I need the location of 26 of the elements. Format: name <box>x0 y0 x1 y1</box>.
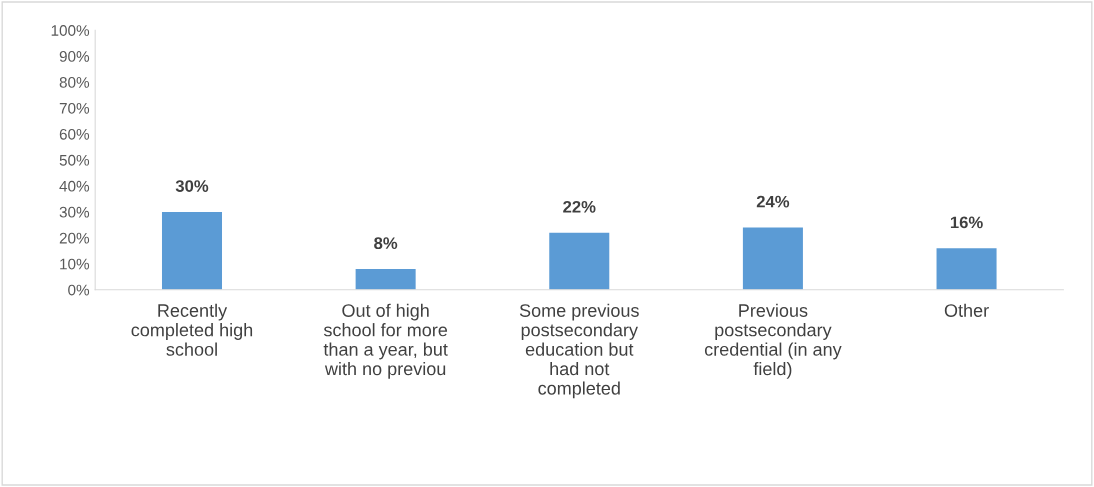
x-tick-label: Some previous postsecondary education but had not completed <box>519 303 639 399</box>
y-tick-label: 30% <box>59 206 90 218</box>
bar <box>161 211 223 290</box>
data-label: 24% <box>756 195 790 208</box>
bar <box>549 232 610 290</box>
x-tick-label: Other <box>944 303 989 317</box>
bar <box>742 227 803 290</box>
y-tick-label: 50% <box>59 154 90 166</box>
data-label: 16% <box>950 216 983 229</box>
y-tick-label: 90% <box>59 51 90 62</box>
y-tick-label: 60% <box>59 128 90 140</box>
y-tick-label: 100% <box>51 25 90 36</box>
data-label: 30% <box>175 180 209 192</box>
y-tick-label: 10% <box>60 258 90 270</box>
y-tick-label: 70% <box>59 102 90 114</box>
x-tick-label: Out of high school for more than a year, but with no previou <box>323 303 448 379</box>
x-tick-label: Previous postsecondary credential (in any field) <box>704 303 842 379</box>
y-tick-label: 40% <box>59 180 90 192</box>
data-label: 22% <box>563 200 596 213</box>
y-tick-label: 20% <box>59 232 90 244</box>
bar <box>355 269 416 290</box>
x-tick-label: Recently completed high school <box>131 303 253 356</box>
y-tick-label: 0% <box>68 284 90 296</box>
bar <box>936 248 997 290</box>
data-label: 8% <box>374 237 398 250</box>
y-tick-label: 80% <box>59 76 90 88</box>
